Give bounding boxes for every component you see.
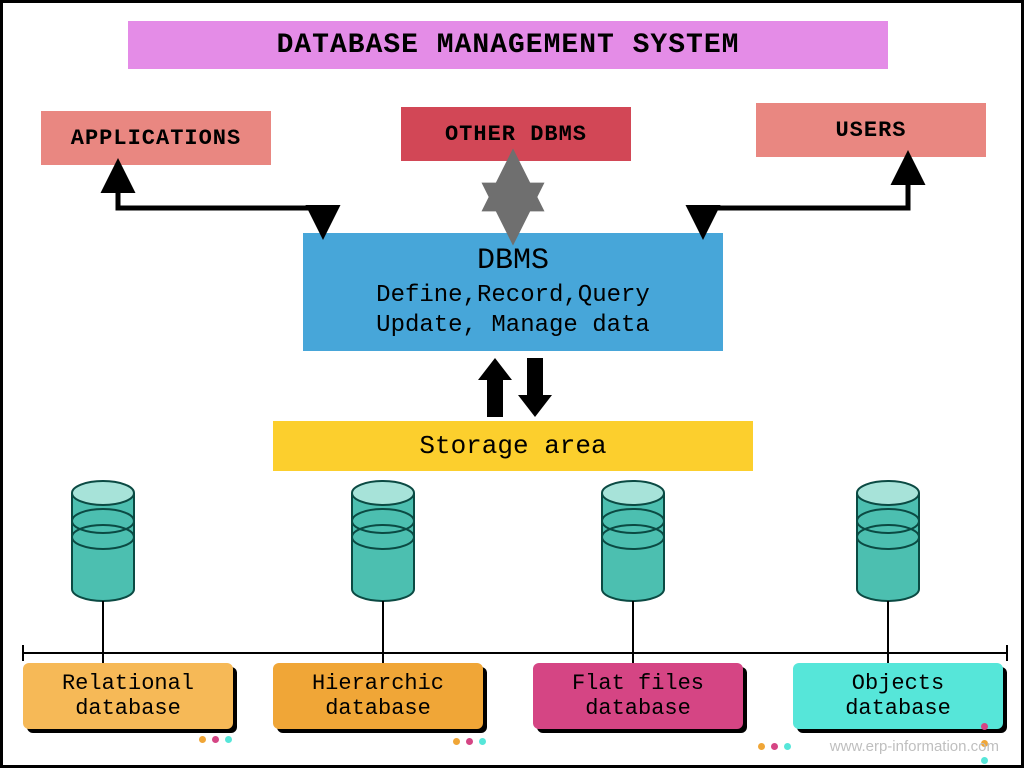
objects-db-label: Objectsdatabase <box>793 663 1003 729</box>
dbms-node: DBMS Define,Record,Query Update, Manage … <box>303 233 723 351</box>
decor-dot <box>199 736 206 743</box>
hierarchic-db-label-line1: Hierarchic <box>312 671 444 696</box>
decor-dot <box>466 738 473 745</box>
hierarchic-db-label: Hierarchicdatabase <box>273 663 483 729</box>
decor-dots-1 <box>453 738 486 745</box>
users-node: USERS <box>756 103 986 157</box>
decor-dot <box>771 743 778 750</box>
decor-dots-2 <box>758 743 791 750</box>
objects-db-label-line1: Objects <box>845 671 951 696</box>
decor-dot <box>981 723 988 730</box>
objects-db-label-line2: database <box>845 696 951 721</box>
flatfiles-db-label-line2: database <box>572 696 704 721</box>
decor-dot <box>758 743 765 750</box>
flatfiles-db-label: Flat filesdatabase <box>533 663 743 729</box>
flatfiles-db-label-line1: Flat files <box>572 671 704 696</box>
dbms-title: DBMS <box>477 243 549 281</box>
hierarchic-db-label-line2: database <box>312 696 444 721</box>
decor-dot <box>453 738 460 745</box>
decor-dot <box>784 743 791 750</box>
decor-dots-0 <box>199 736 232 743</box>
relational-db-label-line2: database <box>62 696 194 721</box>
relational-db-label: Relationaldatabase <box>23 663 233 729</box>
dbms-subtitle-2: Update, Manage data <box>376 311 650 341</box>
dbms-subtitle-1: Define,Record,Query <box>376 281 650 311</box>
decor-dot <box>479 738 486 745</box>
title-banner: DATABASE MANAGEMENT SYSTEM <box>128 21 888 69</box>
watermark-text: www.erp-information.com <box>830 738 999 755</box>
diagram-canvas: DATABASE MANAGEMENT SYSTEM APPLICATIONS O… <box>0 0 1024 768</box>
decor-dot <box>981 757 988 764</box>
storage-area-node: Storage area <box>273 421 753 471</box>
other_dbms-node: OTHER DBMS <box>401 107 631 161</box>
relational-db-label-line1: Relational <box>62 671 194 696</box>
applications-node: APPLICATIONS <box>41 111 271 165</box>
decor-dot <box>212 736 219 743</box>
decor-dot <box>225 736 232 743</box>
